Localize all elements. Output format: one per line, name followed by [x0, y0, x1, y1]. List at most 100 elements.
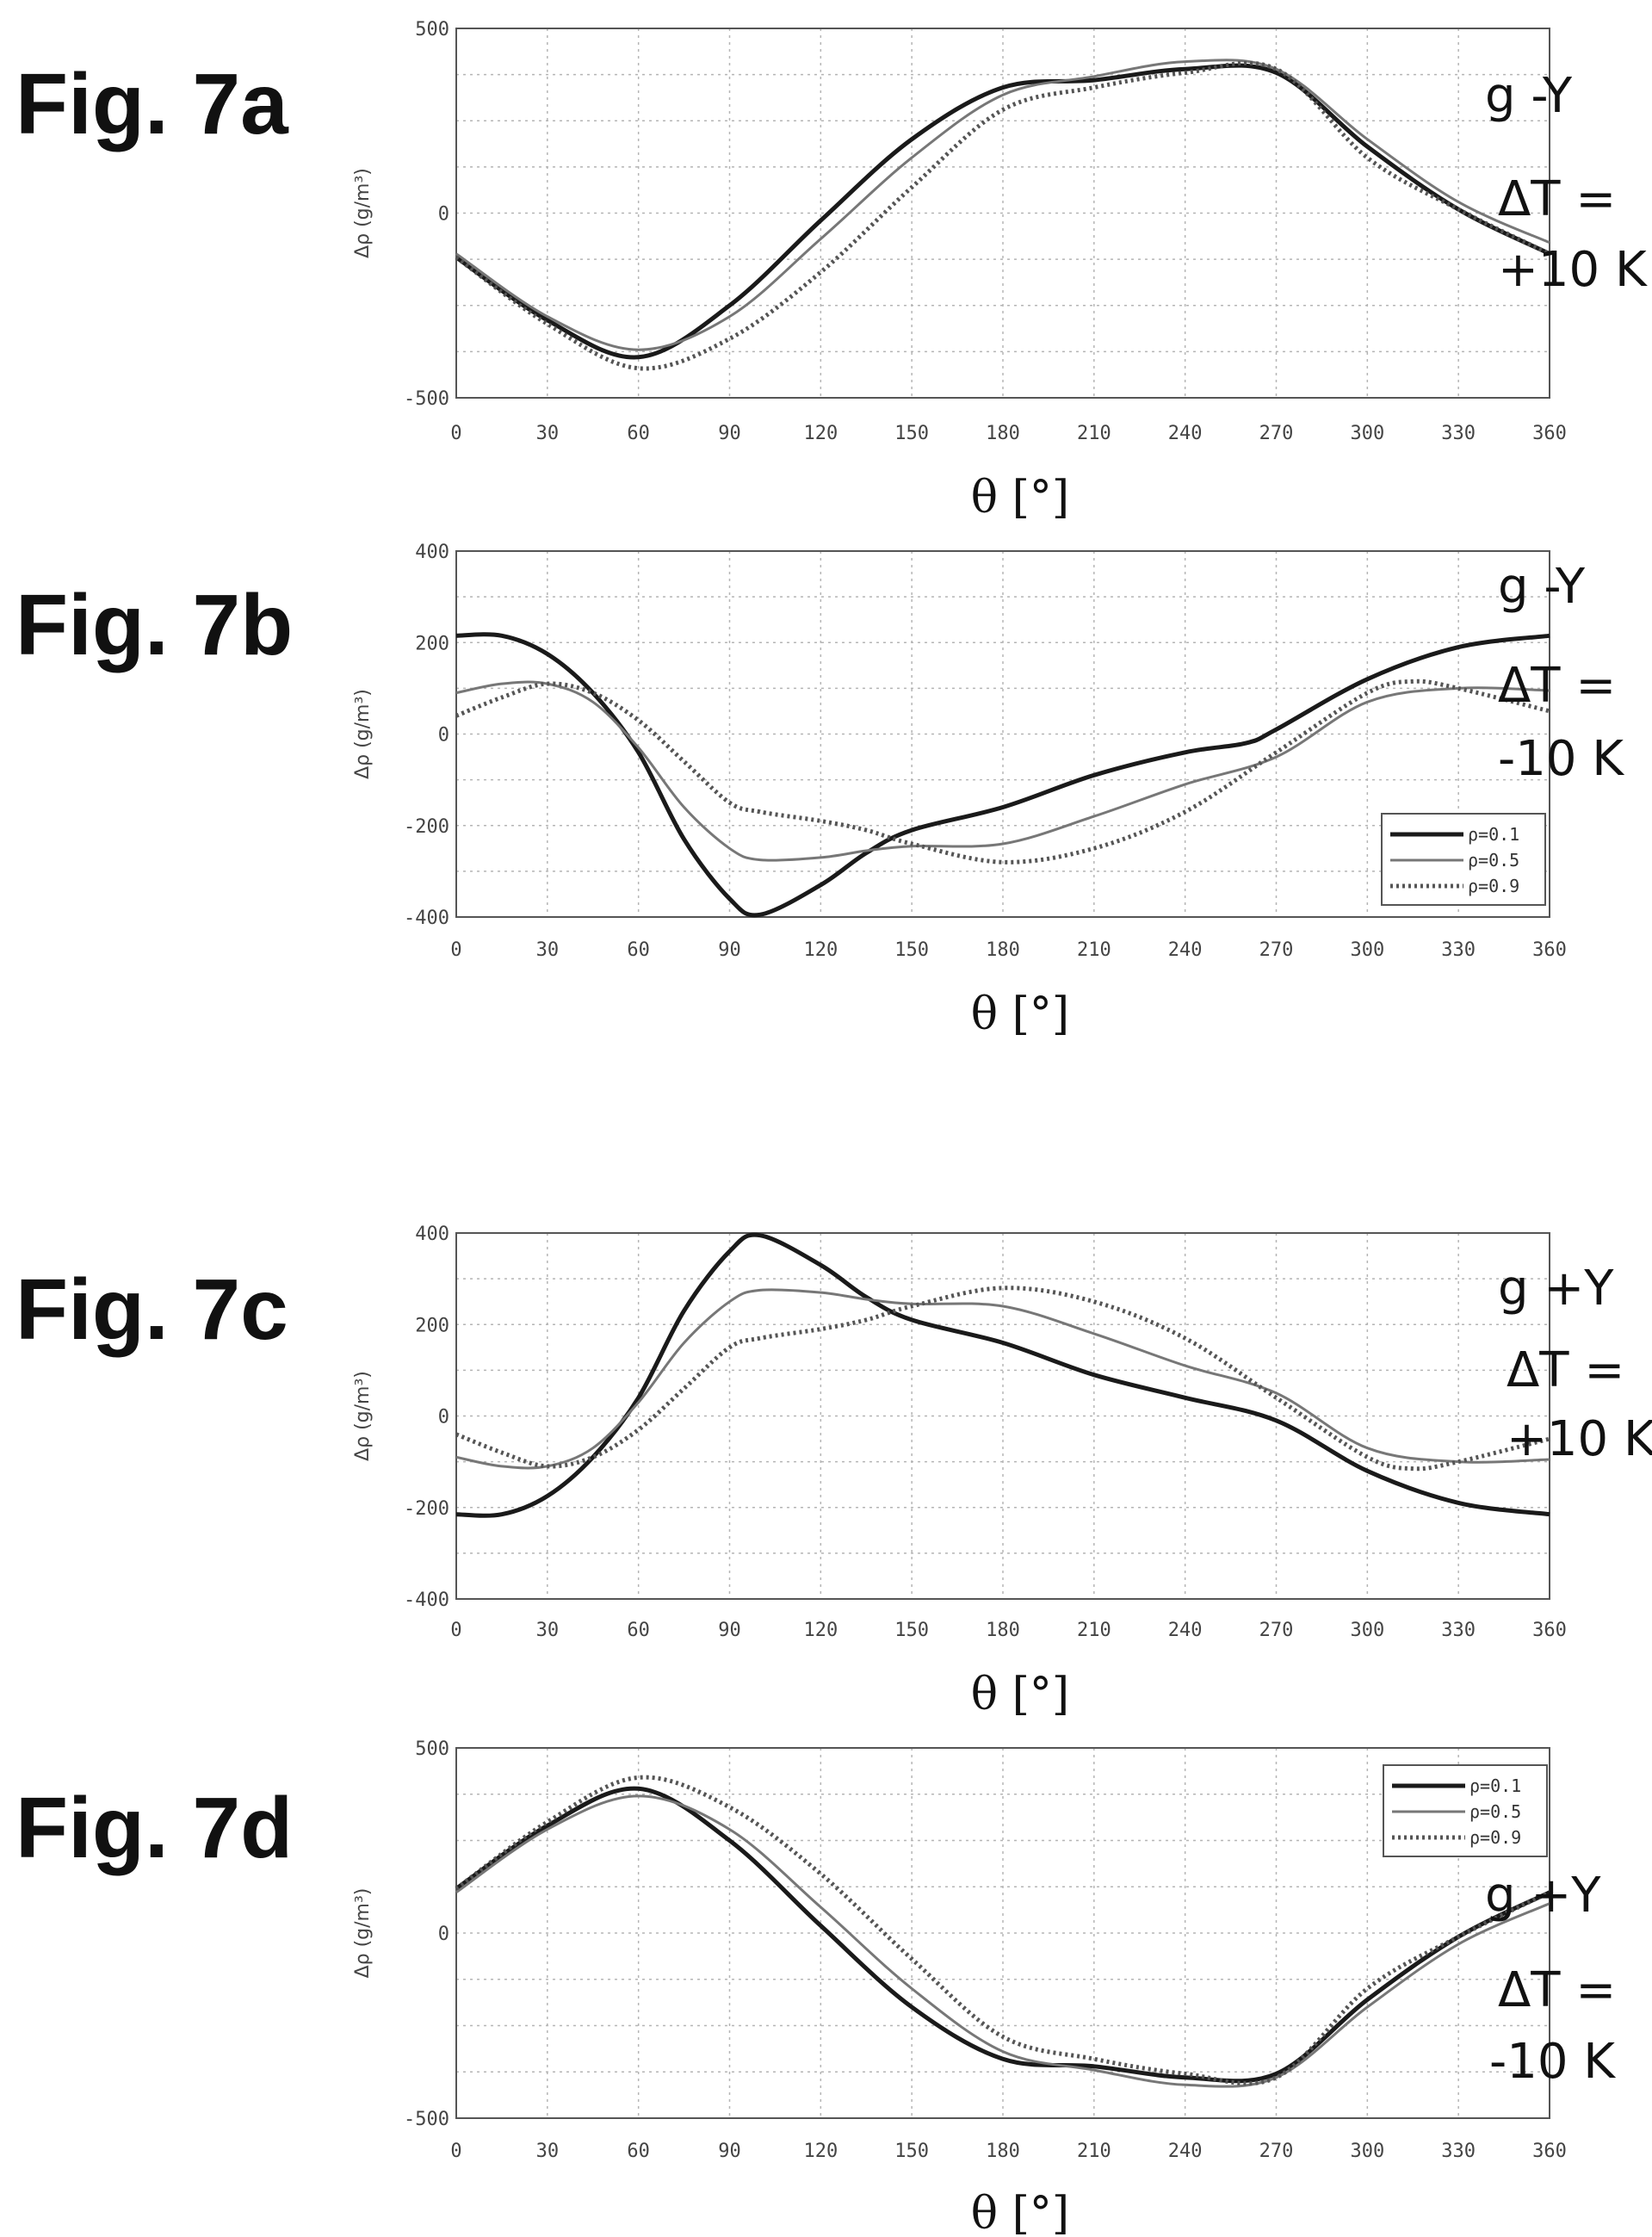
annotation-text: -10 K: [1498, 731, 1624, 787]
x-tick-label: 270: [1259, 939, 1294, 961]
x-tick-label: 330: [1441, 939, 1476, 961]
figure-label: Fig. 7b: [15, 577, 293, 673]
x-tick-label: 240: [1168, 939, 1203, 961]
y-axis-label: Δρ (g/m³): [352, 689, 374, 779]
x-tick-label: 210: [1077, 1620, 1111, 1641]
y-tick-label: -200: [404, 816, 449, 838]
axes-frame: [455, 1747, 1550, 2119]
y-axis-label: Δρ (g/m³): [352, 1371, 374, 1461]
y-tick-label: 400: [415, 1224, 449, 1245]
x-tick-label: 180: [986, 939, 1020, 961]
y-tick-label: 0: [438, 1407, 449, 1428]
x-tick-label: 360: [1532, 423, 1567, 444]
x-tick-label: 270: [1259, 1620, 1294, 1641]
y-tick-label: -400: [404, 908, 449, 929]
legend: ρ=0.1 ρ=0.5 ρ=0.9: [1381, 813, 1546, 906]
figure-label: Fig. 7a: [15, 56, 289, 152]
x-tick-label: 180: [986, 2141, 1020, 2162]
x-tick-label: 60: [627, 423, 650, 444]
y-axis-label: Δρ (g/m³): [352, 168, 374, 258]
x-tick-label: 180: [986, 1620, 1020, 1641]
y-tick-label: 0: [438, 204, 449, 226]
y-tick-label: -400: [404, 1589, 449, 1611]
series-line-dotted: [455, 60, 1551, 371]
x-tick-label: 30: [536, 2141, 560, 2162]
x-tick-label: 330: [1441, 423, 1476, 444]
legend-entry-label: ρ=0.5: [1469, 1801, 1521, 1822]
y-tick-label: 200: [415, 633, 449, 654]
x-tick-label: 0: [450, 939, 461, 961]
x-tick-label: 270: [1259, 423, 1294, 444]
series-line-dotted: [455, 1286, 1550, 1472]
x-tick-label: 30: [536, 1620, 560, 1641]
y-tick-label: 400: [415, 542, 449, 563]
x-tick-label: 90: [718, 423, 741, 444]
y-tick-label: 0: [438, 1924, 449, 1945]
axes-frame: [455, 1232, 1550, 1600]
axes-frame: [455, 28, 1550, 399]
x-axis-label: θ [°]: [971, 1669, 1069, 1720]
chart-panel-3: Fig. 7c 0 30 60 90 120 150 180 210 240 270 300 330 36…: [15, 1224, 1652, 1720]
x-tick-label: 150: [894, 423, 929, 444]
y-tick-label: 0: [438, 725, 449, 747]
annotation-text: ΔT =: [1498, 171, 1616, 227]
x-axis-label: θ [°]: [971, 988, 1069, 1040]
x-tick-label: 270: [1259, 2141, 1294, 2162]
x-tick-label: 360: [1532, 1620, 1567, 1641]
x-tick-label: 90: [718, 2141, 741, 2162]
annotation-text: ΔT =: [1507, 1342, 1624, 1398]
chart-panel-1: Fig. 7a 0 30 60 90 120 150 180 210 240 270 300 330 36…: [15, 19, 1648, 524]
x-tick-label: 60: [627, 939, 650, 961]
x-tick-label: 300: [1350, 423, 1384, 444]
x-tick-label: 0: [450, 423, 461, 444]
x-axis-label: θ [°]: [971, 2188, 1069, 2237]
series-line-solid: [455, 1232, 1550, 1518]
series-line-solid: [455, 63, 1551, 360]
x-tick-label: 90: [718, 939, 741, 961]
legend: ρ=0.1 ρ=0.5 ρ=0.9: [1383, 1764, 1548, 1857]
x-tick-label: 360: [1532, 939, 1567, 961]
x-tick-label: 150: [894, 939, 929, 961]
y-tick-label: 500: [415, 19, 449, 40]
x-tick-label: 30: [536, 939, 560, 961]
series-line-thin: [455, 680, 1550, 862]
x-tick-label: 90: [718, 1620, 741, 1641]
annotation-text: g -Y: [1498, 559, 1586, 615]
legend-entry-label: ρ=0.9: [1468, 876, 1519, 896]
figure-label: Fig. 7c: [15, 1261, 288, 1358]
annotation-text: g +Y: [1498, 1261, 1614, 1317]
y-tick-label: 200: [415, 1315, 449, 1336]
x-tick-label: 30: [536, 423, 560, 444]
x-tick-label: 240: [1168, 423, 1203, 444]
x-axis-label: θ [°]: [971, 472, 1069, 524]
x-tick-label: 150: [894, 2141, 929, 2162]
x-tick-label: 0: [450, 1620, 461, 1641]
x-tick-label: 60: [627, 1620, 650, 1641]
x-tick-label: 120: [803, 1620, 838, 1641]
annotation-text: ΔT =: [1498, 1962, 1616, 2018]
legend-entry-label: ρ=0.1: [1469, 1775, 1521, 1796]
x-tick-label: 210: [1077, 939, 1111, 961]
x-tick-label: 300: [1350, 1620, 1384, 1641]
legend-entry-label: ρ=0.5: [1468, 850, 1519, 871]
x-tick-label: 210: [1077, 2141, 1111, 2162]
y-tick-label: -200: [404, 1498, 449, 1520]
x-tick-label: 240: [1168, 2141, 1203, 2162]
y-tick-label: -500: [404, 2109, 449, 2130]
axes-frame: [455, 550, 1550, 918]
x-tick-label: 300: [1350, 939, 1384, 961]
annotation-text: ΔT =: [1498, 658, 1616, 714]
y-tick-label: -500: [404, 388, 449, 410]
x-tick-label: 240: [1168, 1620, 1203, 1641]
annotation-text: +10 K: [1498, 242, 1648, 298]
annotation-text: g +Y: [1485, 1868, 1601, 1924]
x-tick-label: 120: [803, 939, 838, 961]
x-tick-label: 60: [627, 2141, 650, 2162]
y-tick-label: 500: [415, 1738, 449, 1760]
x-tick-label: 300: [1350, 2141, 1384, 2162]
series-line-thin: [455, 59, 1550, 351]
chart-panel-2: Fig. 7b 0 30 60 90 120 150 180 210 240 270 300 330 36…: [15, 542, 1624, 1040]
x-tick-label: 150: [894, 1620, 929, 1641]
x-tick-label: 330: [1441, 2141, 1476, 2162]
x-tick-label: 330: [1441, 1620, 1476, 1641]
